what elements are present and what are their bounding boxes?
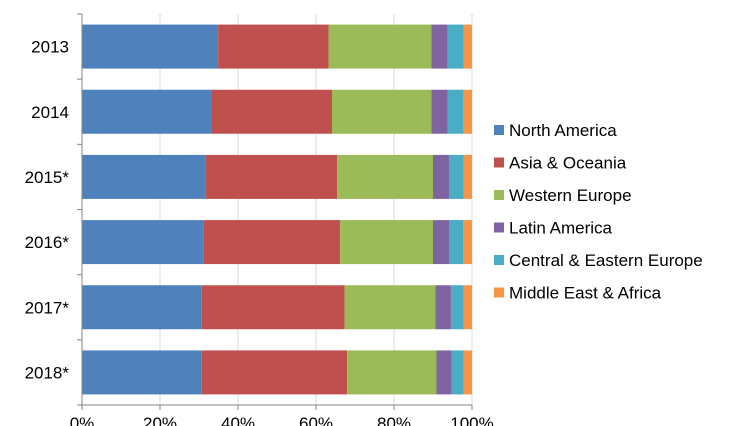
bar-segment <box>337 154 433 199</box>
x-tick-label: 40% <box>221 414 255 426</box>
bar-segment <box>433 220 449 265</box>
legend-label: Asia & Oceania <box>509 154 627 173</box>
legend-swatch <box>494 157 504 168</box>
bar-segment <box>463 154 472 199</box>
bar-segment <box>463 89 472 134</box>
bar-segment <box>211 89 332 134</box>
bar-segment <box>436 350 452 395</box>
category-label: 2014 <box>31 103 69 122</box>
bar-segment <box>447 89 464 134</box>
bar-segment <box>433 154 449 199</box>
bar-segment <box>331 89 432 134</box>
category-label: 2015* <box>25 168 70 187</box>
bar-segment <box>203 220 341 265</box>
bar-segment <box>431 89 448 134</box>
bar-segment <box>82 24 219 69</box>
bar-segment <box>447 24 464 69</box>
x-tick-label: 60% <box>299 414 333 426</box>
bar-segment <box>448 220 464 265</box>
bar-segment <box>82 285 202 330</box>
gridlines <box>159 14 473 405</box>
bar-segment <box>205 154 338 199</box>
bar-segment <box>201 285 345 330</box>
x-tick-label: 20% <box>143 414 177 426</box>
axes: 0% 20% 40% 60% 80% 100% 2013 2014 2015* 2016* 2017… <box>25 13 494 426</box>
category-label: 2018* <box>25 363 70 382</box>
bars <box>82 24 472 395</box>
bar-segment <box>450 285 464 330</box>
bar-segment <box>463 24 472 69</box>
x-tick-label: 0% <box>70 414 95 426</box>
bar-segment <box>218 24 329 69</box>
legend-label: Middle East & Africa <box>509 284 662 303</box>
legend-swatch <box>494 222 504 233</box>
bar-segment <box>328 24 432 69</box>
bar-segment <box>448 154 464 199</box>
category-label: 2013 <box>31 38 69 57</box>
legend: North America Asia & Oceania Western Europ… <box>494 121 703 303</box>
category-label: 2016* <box>25 233 70 252</box>
legend-label: Western Europe <box>509 186 632 205</box>
legend-swatch <box>494 255 504 265</box>
bar-segment <box>463 285 472 330</box>
bar-segment <box>435 285 451 330</box>
bar-segment <box>431 24 448 69</box>
bar-segment <box>82 350 202 395</box>
legend-swatch <box>494 287 504 298</box>
x-tick-label: 80% <box>377 414 411 426</box>
legend-label: Central & Eastern Europe <box>509 251 703 270</box>
bar-segment <box>82 89 212 134</box>
bar-segment <box>82 154 206 199</box>
bar-segment <box>82 220 204 265</box>
legend-swatch <box>494 125 504 135</box>
bar-segment <box>340 220 433 265</box>
bar-segment <box>451 350 464 395</box>
x-tick-label: 100% <box>450 414 493 426</box>
category-label: 2017* <box>25 298 70 317</box>
legend-label: North America <box>509 121 617 140</box>
legend-label: Latin America <box>509 219 613 238</box>
bar-segment <box>344 285 436 330</box>
bar-segment <box>201 350 348 395</box>
bar-segment <box>463 350 472 395</box>
bar-segment <box>463 220 472 265</box>
legend-swatch <box>494 190 504 200</box>
bar-segment <box>347 350 437 395</box>
